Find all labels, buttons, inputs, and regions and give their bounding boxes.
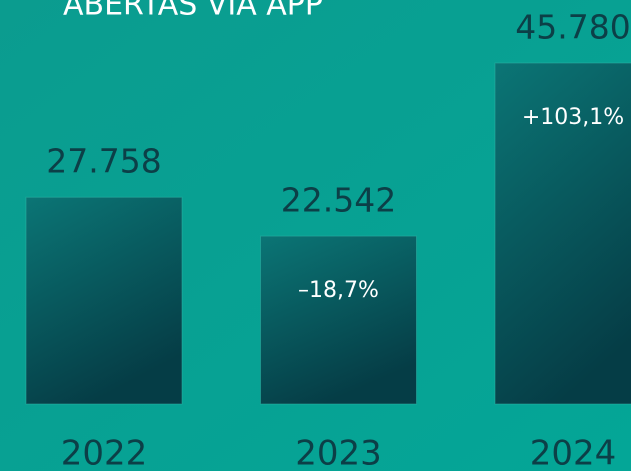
- value-label: 22.542: [281, 181, 396, 220]
- x-tick-label: 2022: [61, 434, 148, 471]
- value-label: 27.758: [46, 142, 161, 181]
- bar: [260, 235, 417, 405]
- x-tick-label: 2023: [295, 434, 382, 471]
- bar: [25, 196, 183, 405]
- change-label: +103,1%: [522, 105, 624, 130]
- bar: [494, 62, 631, 405]
- chart-title: ABERTAS VIA APP: [63, 0, 323, 23]
- x-tick-label: 2024: [530, 434, 617, 471]
- value-label: 45.780: [515, 8, 630, 47]
- change-label: –18,7%: [298, 278, 379, 303]
